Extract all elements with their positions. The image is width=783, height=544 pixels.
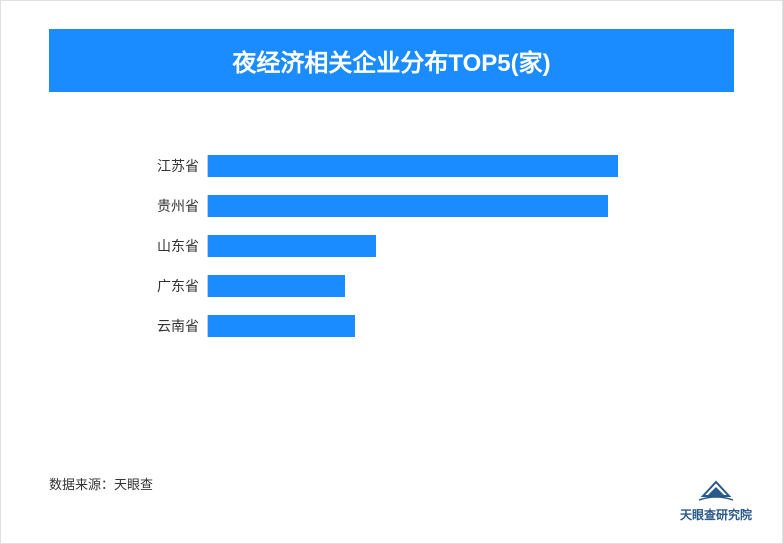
bar-fill	[208, 155, 618, 177]
bar-fill	[208, 235, 376, 257]
bar-label: 广东省	[139, 276, 199, 296]
bar-fill	[208, 195, 608, 217]
brand-logo-text: 天眼查研究院	[680, 506, 752, 523]
bar-row: 云南省	[139, 312, 734, 340]
data-source: 数据来源：天眼查	[49, 474, 153, 493]
bar-track	[207, 155, 734, 177]
bar-track	[207, 195, 734, 217]
bar-track	[207, 235, 734, 257]
bar-label: 云南省	[139, 316, 199, 336]
brand-logo: 天眼查研究院	[680, 474, 752, 523]
chart-area: 江苏省 贵州省 山东省 广东省 云南省	[49, 152, 734, 340]
bar-track	[207, 275, 734, 297]
bar-row: 广东省	[139, 272, 734, 300]
bar-row: 江苏省	[139, 152, 734, 180]
bar-row: 贵州省	[139, 192, 734, 220]
chart-title: 夜经济相关企业分布TOP5(家)	[49, 29, 734, 92]
bar-fill	[208, 275, 345, 297]
bar-label: 贵州省	[139, 196, 199, 216]
bar-fill	[208, 315, 355, 337]
bar-label: 江苏省	[139, 156, 199, 176]
bar-track	[207, 315, 734, 337]
tianyancha-logo-icon	[697, 474, 735, 502]
bar-row: 山东省	[139, 232, 734, 260]
bar-label: 山东省	[139, 236, 199, 256]
